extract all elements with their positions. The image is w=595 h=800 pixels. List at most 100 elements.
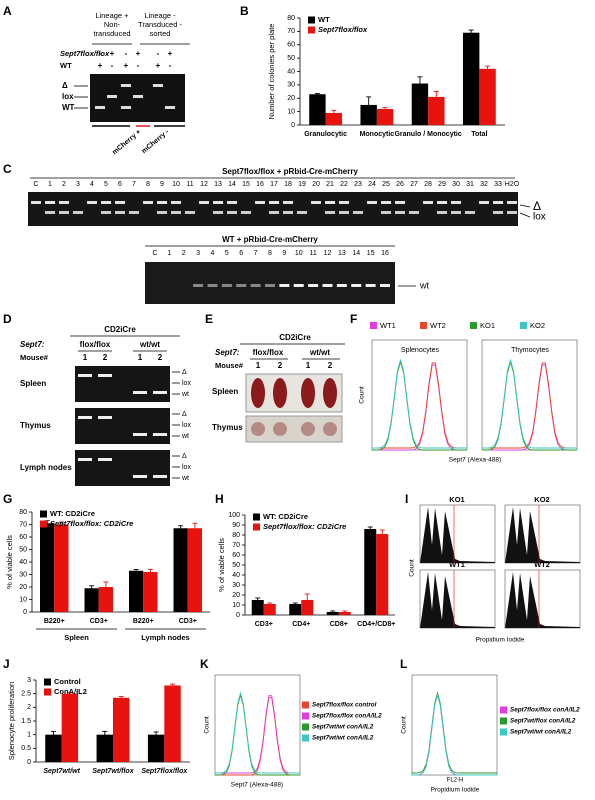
gel-band [365,284,376,287]
panel-label: C [3,162,12,176]
legend-label: WT1 [380,321,396,330]
histogram-curve [372,358,467,449]
label: flox/flox [253,348,284,357]
bar [61,693,79,762]
plot-frame [481,339,578,451]
x-tick-label: Total [471,131,487,138]
x-tick-label: B220+ [44,618,65,625]
label: wt [181,475,189,482]
bar [129,570,144,612]
legend-label: WT: CD2iCre [50,509,95,518]
y-tick-label: 90 [232,522,240,529]
gel-band [78,416,92,419]
bar [113,697,130,762]
label: Mouse# [215,361,244,370]
gel-band [437,201,447,204]
histogram-curve [482,362,577,449]
gel-band [207,284,218,287]
legend-swatch [370,322,377,329]
legend-label: Sept7flox/flox: CD2iCre [263,522,346,531]
y-tick-label: 40 [287,68,295,75]
legend-label: Sept7flox/flox control [312,702,377,709]
gel-band [381,211,391,214]
panel-label: K [200,657,209,671]
y-tick-label: 50 [287,55,295,62]
gel [75,366,170,402]
gel-band [115,201,125,204]
x-tick-label: B220+ [133,618,154,625]
label: Thymocytes [511,347,549,354]
legend-swatch [420,322,427,329]
legend-swatch [302,734,309,742]
label: H2O [505,181,520,188]
label: Mouse# [20,353,49,362]
gel [75,408,170,444]
organ [301,378,315,408]
label: 15 [242,181,250,188]
label: CD2iCre [104,325,136,334]
label: 2 [182,250,186,257]
bar [251,600,264,615]
label: KO1 [449,495,464,504]
gel-band [308,284,319,287]
gel-band [87,201,97,204]
gel-band [213,211,223,214]
label: Lineage + [95,11,129,20]
label: 9 [160,181,164,188]
label: + [124,61,129,70]
label: Spleen [20,379,46,388]
label: WT + pRbid-Cre-mCherry [222,235,318,244]
label: - [111,61,114,70]
label: 16 [256,181,264,188]
label: WT [60,61,72,70]
gel-band [236,284,247,287]
gel-band [353,211,363,214]
label: Count [359,386,366,404]
panel-label: A [3,4,12,18]
label: 30 [452,181,460,188]
gel-band [255,201,265,204]
gel-band [115,211,125,214]
label: Sept7 (Alexa-488) [231,782,283,789]
label: Thymus [212,423,243,432]
legend-swatch [302,723,309,731]
panel-label: D [3,312,12,326]
y-tick-label: 50 [19,546,27,553]
label: Spleen [64,633,89,642]
label: wt/wt [139,340,160,349]
bar [289,604,302,615]
label: 4 [211,250,215,257]
y-tick-label: 60 [287,42,295,49]
panel-label: J [3,657,10,671]
label: Count [409,559,416,577]
organ [251,422,265,436]
histogram-curve [372,364,467,451]
label: Δ [182,453,187,460]
gel-band [451,211,461,214]
gel-band [199,201,209,204]
gel-band [98,374,112,377]
label: 14 [352,250,360,257]
gel-band [283,201,293,204]
bar [428,96,445,125]
legend-swatch [44,678,51,686]
gel-band [227,211,237,214]
gel-band [133,95,143,98]
rule [519,204,531,208]
y-tick-label: 60 [19,534,27,541]
label: - [137,61,140,70]
label: 12 [200,181,208,188]
panel-label: E [205,312,213,326]
legend-swatch [253,513,260,521]
label: 3 [196,250,200,257]
x-tick-label: CD4+ [292,621,310,628]
label: + [156,61,161,70]
label: 31 [466,181,474,188]
organ [273,422,287,436]
legend-swatch [302,712,309,720]
y-tick-label: 70 [19,521,27,528]
gel-band [325,211,335,214]
y-tick-label: 20 [232,592,240,599]
legend-label: Sept7wt/wt conA/IL2 [510,729,572,736]
